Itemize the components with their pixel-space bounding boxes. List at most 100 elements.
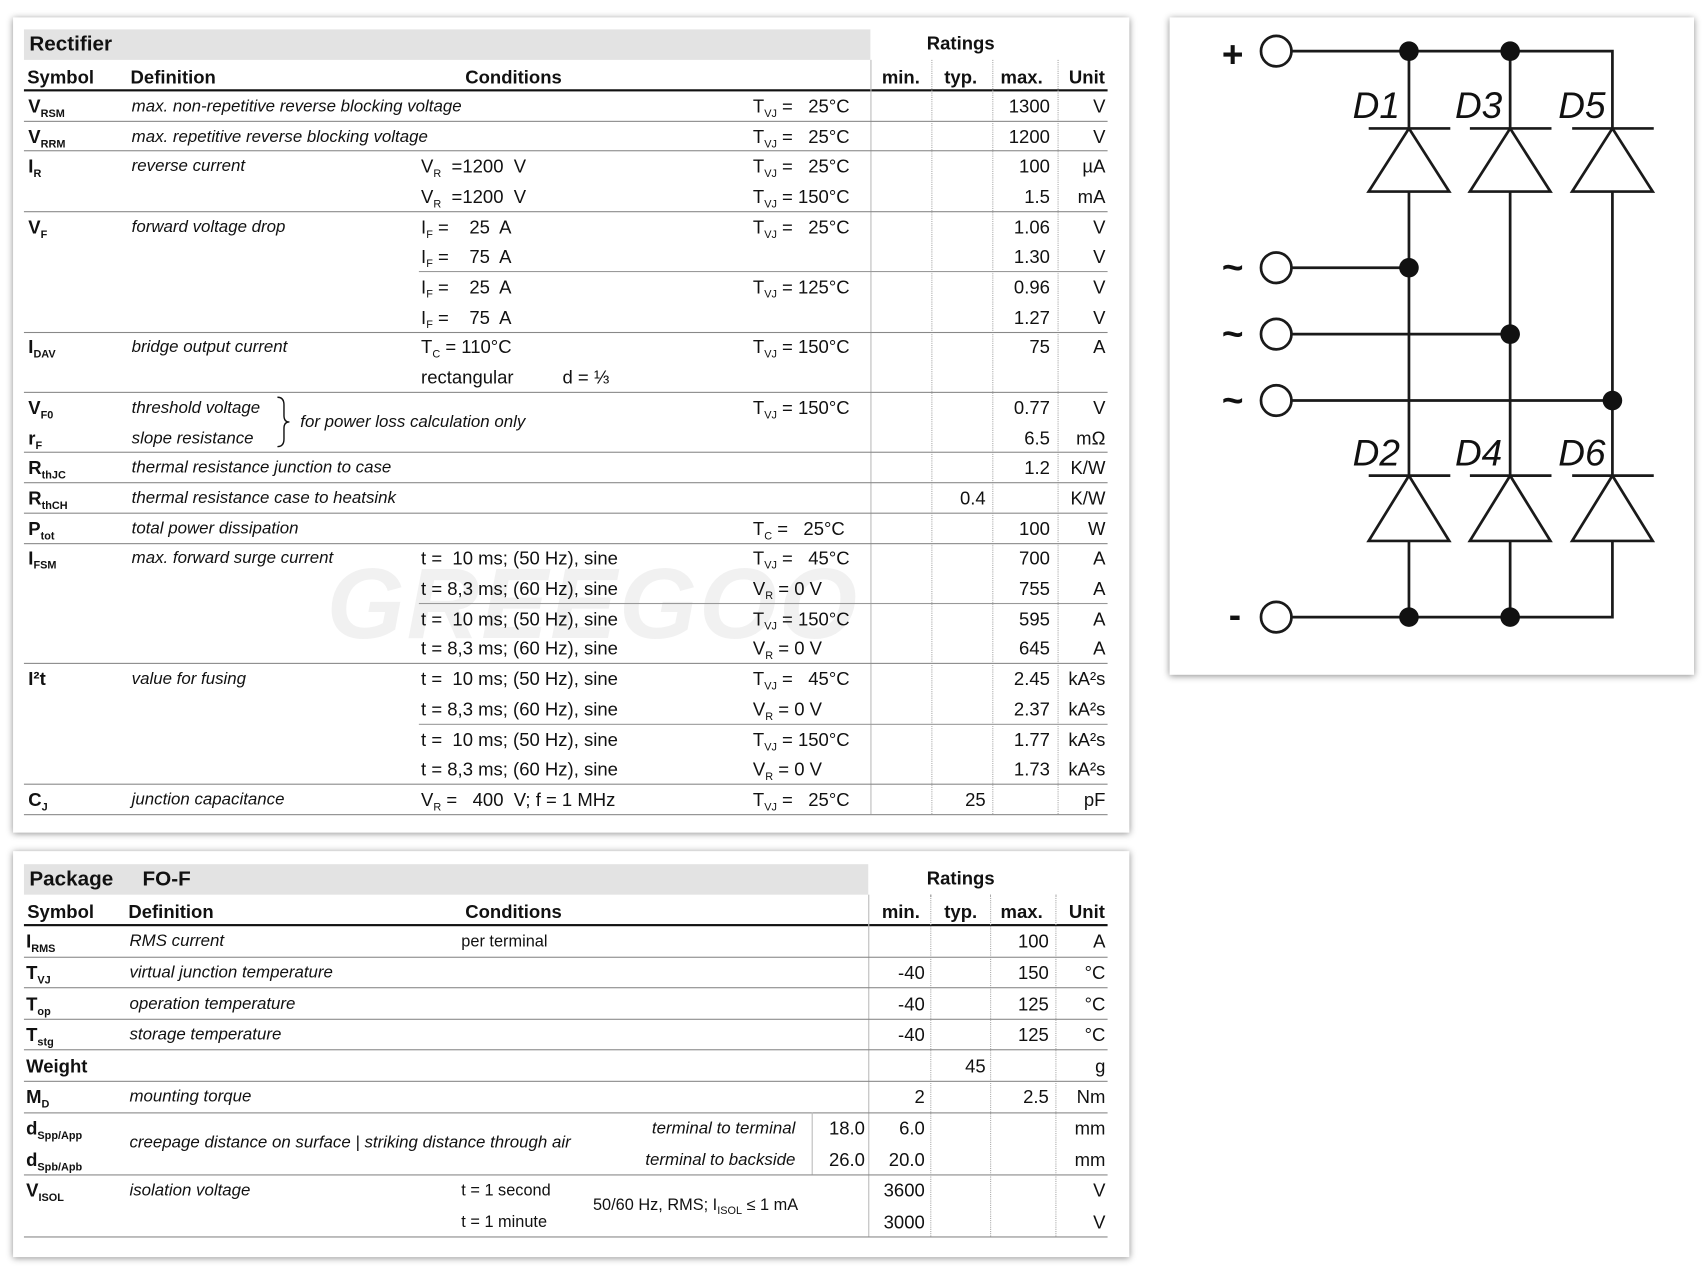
- symbol: Ptot: [28, 519, 54, 541]
- symbol: VISOL: [26, 1182, 64, 1204]
- diode-label: D3: [1455, 85, 1503, 126]
- max-value: 2.45: [1013, 668, 1050, 690]
- note: for power loss calculation only: [300, 412, 526, 431]
- column-divider: [992, 59, 994, 814]
- text-run: T: [752, 397, 765, 419]
- unit: A: [1093, 578, 1106, 600]
- text-run: T: [752, 729, 765, 750]
- nodes: [1399, 41, 1623, 627]
- subscript: VJ: [764, 138, 777, 151]
- text-run: T: [752, 186, 765, 208]
- subscript: stg: [37, 1036, 54, 1049]
- symbol: rF: [28, 429, 42, 451]
- column-header: Symbol: [27, 66, 95, 88]
- diode-label: D6: [1558, 432, 1606, 473]
- min-value: 3600: [883, 1180, 925, 1202]
- condition: TVJ = 25°C: [753, 158, 850, 180]
- max-value: 6.5: [1024, 427, 1050, 449]
- subscript: op: [37, 1005, 51, 1018]
- row-separator: [23, 956, 1108, 958]
- condition: VR = 0 V: [752, 759, 822, 783]
- value: 18.0: [828, 1118, 865, 1139]
- symbol: VRRM: [28, 127, 65, 149]
- row-separator: [23, 1111, 1108, 1113]
- subscript: RMS: [31, 943, 56, 956]
- text-run: V: [752, 759, 766, 781]
- max-value: 100: [1019, 156, 1050, 178]
- terminal: [1259, 317, 1293, 351]
- node: [1399, 607, 1419, 627]
- watermark: GREEGOO: [326, 548, 860, 660]
- text-run: = 25°C: [776, 216, 850, 238]
- text-run: T: [752, 277, 765, 298]
- definition: forward voltage drop: [131, 217, 286, 237]
- max-value: 1300: [1008, 96, 1050, 117]
- unit: kA²s: [1068, 699, 1106, 720]
- unit: A: [1093, 548, 1106, 570]
- row-separator: [23, 1174, 1108, 1176]
- row-separator: [23, 1080, 1108, 1082]
- definition: total power dissipation: [131, 519, 299, 538]
- max-value: 700: [1019, 548, 1050, 570]
- text-run: T: [752, 518, 765, 539]
- header-rule: [23, 924, 1108, 927]
- condition: VR = 0 V: [753, 580, 822, 602]
- subscript: VJ: [764, 680, 777, 693]
- subscript: D: [41, 1099, 50, 1112]
- symbol: dSpb/Apb: [26, 1150, 82, 1172]
- subscript: R: [33, 168, 42, 181]
- text-run: I: [421, 216, 427, 238]
- row-separator: [23, 150, 1108, 152]
- text-run: V: [421, 789, 434, 811]
- subscript: F: [426, 319, 433, 332]
- text-run: T: [26, 993, 38, 1015]
- node: [1602, 390, 1623, 411]
- definition: thermal resistance case to heatsink: [131, 488, 396, 508]
- header-rule: [23, 89, 1108, 92]
- max-value: 1.5: [1024, 186, 1050, 208]
- subscript: VJ: [764, 349, 777, 362]
- column-header: Conditions: [465, 66, 562, 88]
- condition: t = 1 second: [461, 1181, 551, 1201]
- unit: kA²s: [1068, 668, 1106, 690]
- condition: terminal to backside: [645, 1150, 796, 1169]
- ac-wire: [1291, 266, 1613, 402]
- text-run: I: [421, 277, 427, 298]
- text-run: = 25 A: [432, 216, 512, 238]
- text-run: = 150°C: [776, 397, 850, 419]
- subscript: VJ: [764, 409, 777, 422]
- text-run: = 0 V: [773, 699, 822, 720]
- brace-path: [277, 396, 290, 448]
- definition: value for fusing: [131, 669, 247, 689]
- unit: °C: [1084, 962, 1106, 984]
- definition: isolation voltage: [129, 1181, 251, 1200]
- column-divider: [870, 59, 872, 814]
- text-run: V: [28, 216, 41, 238]
- unit: V: [1093, 397, 1106, 419]
- text-run: = 25°C: [776, 126, 850, 147]
- text-run: V: [421, 186, 434, 208]
- terminal-label: ~: [1222, 380, 1244, 421]
- unit: A: [1093, 638, 1106, 660]
- text-run: V: [421, 156, 434, 178]
- subscript: F0: [40, 409, 54, 422]
- condition: VR =1200 V: [421, 186, 526, 210]
- condition: TC = 110°C: [421, 338, 512, 360]
- terminal: [1259, 383, 1293, 418]
- text-run: C: [28, 789, 42, 811]
- row-separator: [23, 1236, 1108, 1238]
- rail: [1291, 49, 1614, 619]
- subscript: ISOL: [717, 1205, 743, 1218]
- terminal: [1259, 251, 1293, 285]
- symbol: VRSM: [28, 97, 65, 119]
- condition: TVJ = 150°C: [752, 729, 850, 752]
- typ-value: 0.4: [960, 488, 986, 509]
- text-run: = 25 A: [432, 277, 512, 298]
- condition: t = 10 ms; (50 Hz), sine: [421, 668, 618, 690]
- ratings-header: Ratings: [926, 867, 995, 889]
- max-value: 100: [1019, 518, 1050, 539]
- text-run: = 25°C: [776, 789, 850, 811]
- row-separator: [23, 210, 1108, 213]
- terminal-label: ~: [1222, 247, 1244, 288]
